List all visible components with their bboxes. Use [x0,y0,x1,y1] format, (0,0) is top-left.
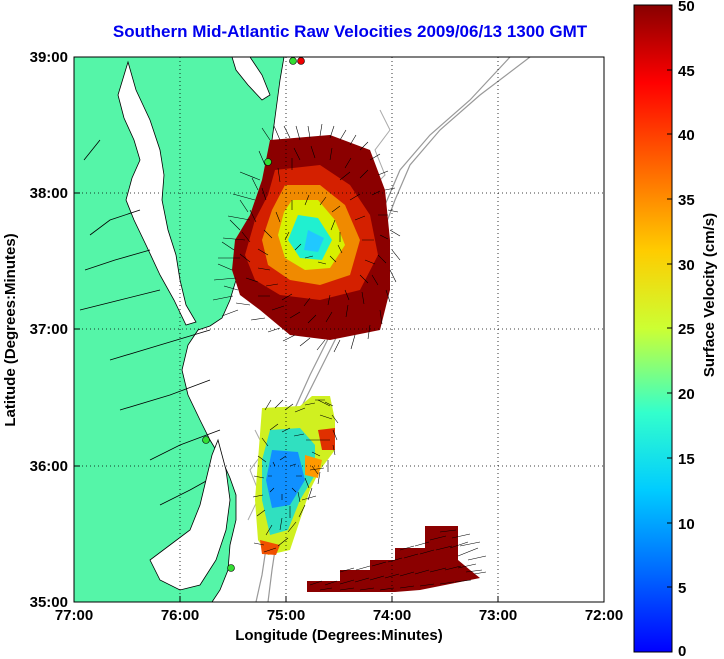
x-axis-label: Longitude (Degrees:Minutes) [235,627,443,644]
colorbar-tick-label: 45 [678,63,695,80]
map-title: Southern Mid-Atlantic Raw Velocities 200… [112,22,588,41]
x-tick-label: 75:00 [267,607,305,624]
map-grid [74,57,604,602]
colorbar-ticks [667,4,672,653]
chesapeake-bay [117,60,197,326]
velocity-vectors [212,123,401,353]
x-tick-label: 76:00 [161,607,199,624]
colorbar-tick-label: 20 [678,386,695,403]
pamlico-sound [149,438,231,591]
y-tick-label: 39:00 [30,49,68,66]
velocity-vectors [309,529,487,591]
colorbar-tick-label: 50 [678,0,695,15]
colorbar-tick-label: 25 [678,321,695,338]
x-tick-label: 73:00 [479,607,517,624]
colorbar-tick-label: 5 [678,580,686,597]
y-tick-label: 35:00 [30,594,68,611]
axis-ticks [73,56,605,603]
colorbar-tick-label: 10 [678,516,695,533]
y-tick-label: 37:00 [30,321,68,338]
velocity-field-north [232,135,390,340]
radar-station-icon [289,57,297,65]
x-tick-label: 77:00 [55,607,93,624]
colorbar-tick-label: 35 [678,192,695,209]
colorbar-tick-label: 15 [678,451,695,468]
velocity-vectors [252,399,339,553]
velocity-field-south [307,526,480,592]
velocity-field-middle [255,396,335,555]
radar-station-icon [227,564,235,572]
delaware-bay [231,57,271,101]
colorbar-tick-label: 0 [678,643,686,659]
radar-station-icon [202,436,210,444]
colorbar-label: Surface Velocity (cm/s) [701,213,718,377]
radar-station-icon [264,158,272,166]
colorbar-tick-label: 30 [678,257,695,274]
radar-station-active-icon [297,57,305,65]
colorbar-tick-label: 40 [678,127,695,144]
y-tick-label: 38:00 [30,185,68,202]
y-tick-label: 36:00 [30,458,68,475]
x-tick-label: 72:00 [585,607,623,624]
y-axis-label: Latitude (Degrees:Minutes) [2,233,19,426]
colorbar [633,4,673,653]
x-tick-label: 74:00 [373,607,411,624]
